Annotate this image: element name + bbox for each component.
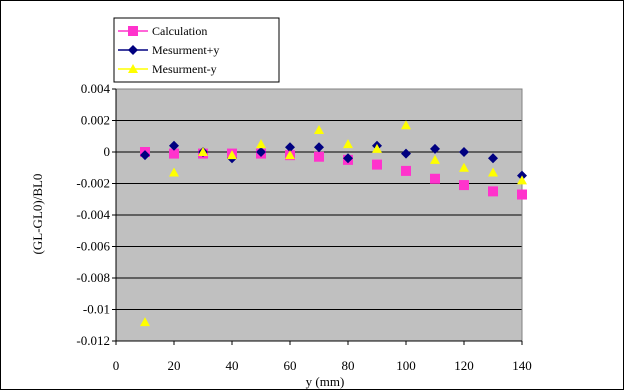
data-point bbox=[169, 148, 179, 159]
data-point bbox=[198, 147, 208, 156]
legend: Calculation Mesurment+y Mesurment-y bbox=[113, 17, 280, 83]
data-point bbox=[430, 143, 440, 154]
y-tick-label: -0.002 bbox=[76, 176, 110, 191]
x-tick-label: 20 bbox=[168, 358, 181, 373]
data-point bbox=[256, 139, 266, 149]
data-point bbox=[488, 186, 498, 197]
data-point bbox=[401, 165, 411, 176]
x-tick-label: 40 bbox=[226, 358, 239, 373]
y-tick-label: -0.012 bbox=[76, 333, 110, 348]
x-tick-label: 60 bbox=[284, 358, 297, 373]
y-tick-label: -0.004 bbox=[76, 207, 110, 222]
data-point bbox=[517, 175, 527, 185]
data-point bbox=[285, 150, 295, 160]
x-tick-label: 80 bbox=[342, 358, 355, 373]
y-tick-label: -0.006 bbox=[76, 239, 110, 254]
x-axis-title: y (mm) bbox=[306, 374, 345, 389]
axes bbox=[112, 88, 523, 345]
x-tick-label: 120 bbox=[454, 358, 474, 373]
data-point bbox=[169, 167, 179, 177]
data-point bbox=[343, 153, 353, 164]
data-point bbox=[140, 317, 150, 327]
x-tick-labels: 0 20 40 60 80 100 120 140 bbox=[113, 358, 532, 373]
data-point bbox=[459, 147, 469, 157]
y-tick-label: -0.01 bbox=[83, 302, 110, 317]
x-tick-label: 100 bbox=[396, 358, 416, 373]
legend-label: Mesurment+y bbox=[152, 43, 219, 57]
data-point bbox=[488, 167, 498, 177]
data-point bbox=[401, 120, 411, 130]
data-point bbox=[343, 139, 353, 149]
data-point bbox=[314, 142, 324, 153]
data-point bbox=[169, 140, 179, 151]
data-marks bbox=[140, 120, 527, 327]
data-point bbox=[227, 150, 237, 160]
data-point bbox=[430, 154, 440, 164]
data-point bbox=[430, 173, 440, 184]
y-tick-labels: 0.004 0.002 0 -0.002 -0.004 -0.006 -0.008 -0.01… bbox=[76, 81, 110, 348]
data-point bbox=[140, 150, 150, 161]
data-point bbox=[314, 124, 324, 134]
series-triangle bbox=[140, 120, 527, 327]
data-point bbox=[517, 189, 527, 200]
data-point bbox=[459, 162, 469, 172]
legend-marker bbox=[128, 45, 138, 55]
legend-label: Calculation bbox=[152, 24, 207, 38]
data-point bbox=[285, 142, 295, 153]
data-point bbox=[488, 153, 498, 164]
gridlines bbox=[116, 120, 522, 310]
y-tick-label: 0.002 bbox=[81, 113, 110, 128]
x-tick-label: 140 bbox=[512, 358, 532, 373]
data-point bbox=[401, 148, 411, 159]
data-point bbox=[314, 151, 324, 162]
legend-marker bbox=[128, 26, 138, 36]
data-point bbox=[372, 159, 382, 170]
data-point bbox=[256, 147, 266, 157]
y-axis-title: (GL-GL0)/BL0 bbox=[30, 174, 45, 255]
y-tick-label: 0.004 bbox=[81, 81, 111, 96]
y-tick-label: -0.008 bbox=[76, 270, 110, 285]
y-tick-label: 0 bbox=[104, 144, 111, 159]
x-tick-label: 0 bbox=[113, 358, 120, 373]
legend-marker bbox=[128, 64, 138, 73]
legend-label: Mesurment-y bbox=[152, 62, 217, 76]
data-point bbox=[372, 143, 382, 153]
data-point bbox=[459, 180, 469, 191]
